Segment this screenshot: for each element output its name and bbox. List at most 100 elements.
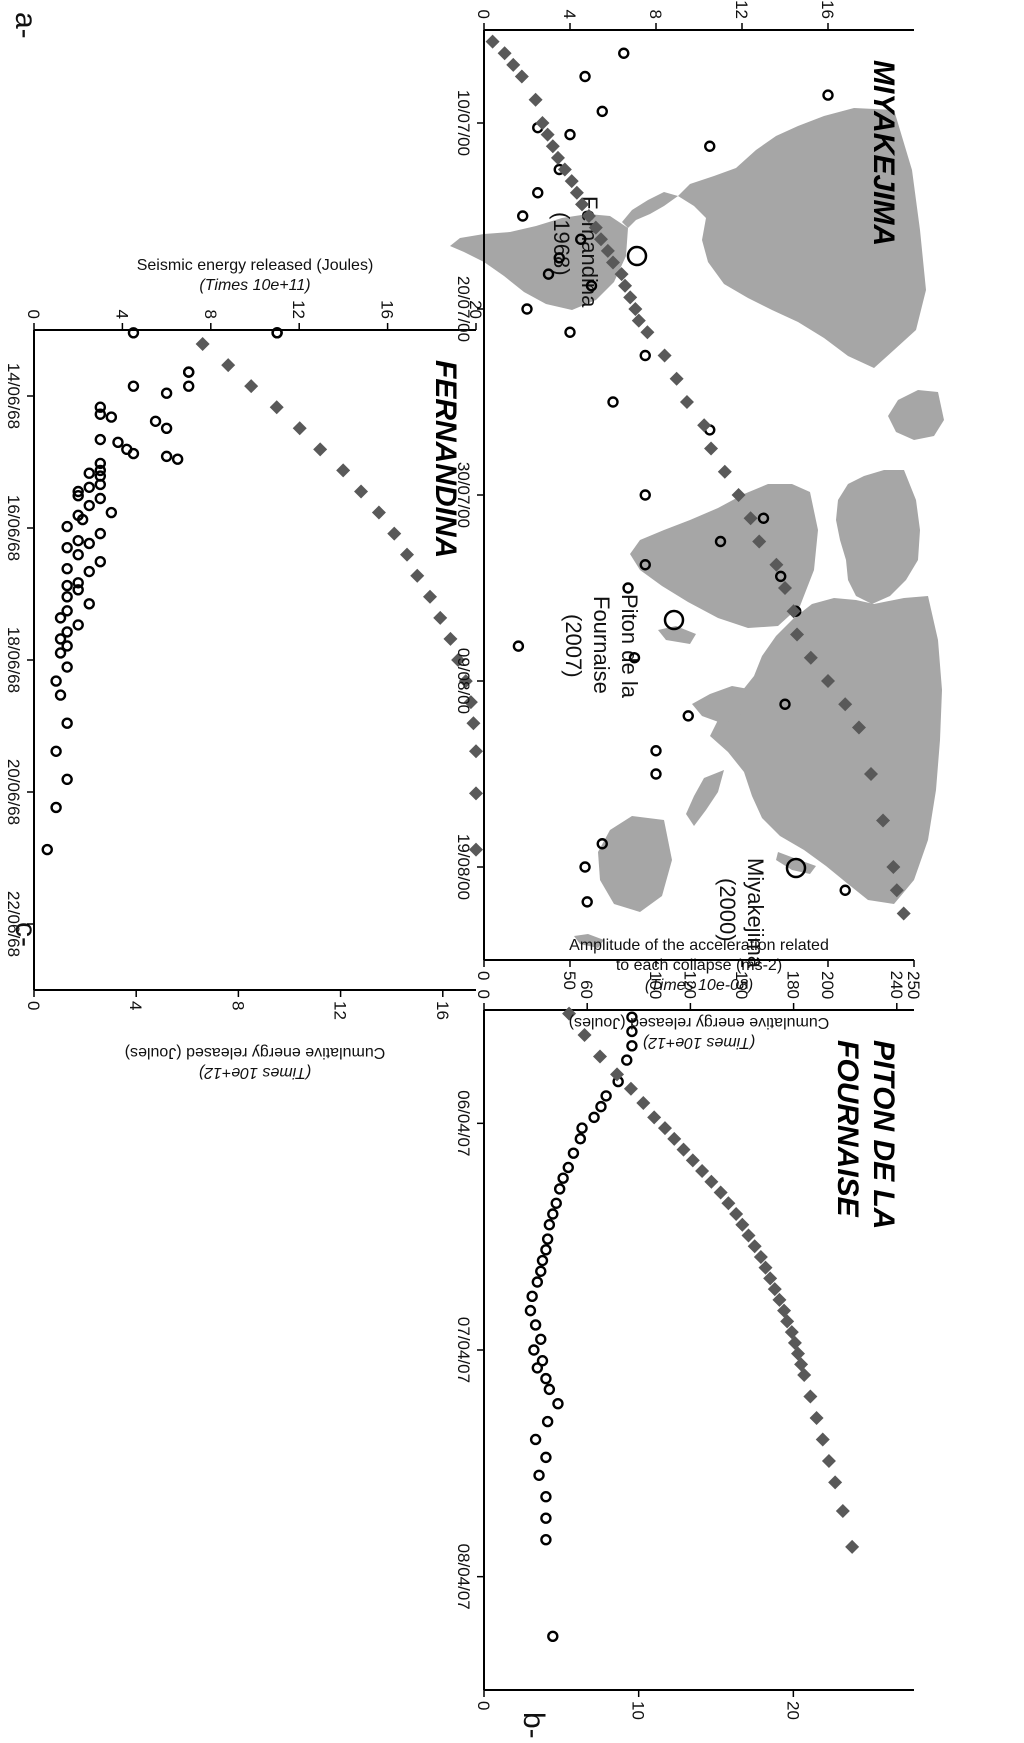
data-point-cumulative [787,1335,802,1350]
data-point-cumulative [528,92,543,107]
data-point-energy [543,1383,556,1396]
data-point-energy [540,1244,552,1256]
data-point-cumulative [588,220,603,235]
data-point-cumulative [697,418,712,433]
miyakejima-year: (2000) [715,878,740,942]
data-point-cumulative [593,1049,608,1064]
data-point-energy [626,1025,638,1038]
data-point-cumulative [741,1228,756,1243]
data-point-energy [543,1219,556,1231]
data-point-energy [557,1172,569,1184]
map-land [450,108,944,948]
data-point-energy [105,411,118,423]
piton-year: (2007) [561,614,586,678]
data-point-cumulative [695,1164,710,1179]
chart-piton-de-la-fournaise: 0 60 120 180 240 0 10 20 06/04/07 07/04/07 08/04/0… [454,937,914,1720]
data-point-energy [618,47,630,59]
data-point-cumulative [667,1131,682,1146]
data-point-cumulative [864,767,878,781]
data-point-cumulative [497,46,512,61]
chart-title: MIYAKEJIMA [867,60,900,246]
x-tick-label: 10/07/00 [454,90,473,156]
y-tick-label: 120 [680,971,699,999]
data-point-energy [553,252,565,264]
y-tick-label: 0 [474,10,493,19]
y-tick-label: 16 [818,0,837,19]
data-point-energy [54,633,67,645]
data-point-energy [83,481,95,493]
data-point-cumulative [721,1196,736,1211]
data-point-energy [94,401,106,413]
data-point-energy [567,1147,580,1159]
data-point-energy [596,105,608,118]
x-tick-label: 20/06/68 [4,759,23,825]
data-point-cumulative [657,1121,672,1136]
y2-tick-label: 8 [228,1001,247,1010]
data-point-energy [536,1254,549,1267]
north-america-land [678,108,926,368]
data-point-energy [528,1344,540,1356]
data-point-energy [50,801,62,814]
y-axis-label: to each collapse (ms-2) [616,957,782,974]
data-point-energy [541,1233,554,1245]
europe-land [836,470,920,604]
data-point-cumulative [713,1185,728,1200]
data-point-energy [61,563,73,575]
data-point-energy [50,745,62,757]
data-point-cumulative [657,348,672,363]
data-point-cumulative [562,1006,577,1021]
chart-fernandina: 0 4 8 12 16 20 0 4 8 12 16 14/06/68 16/06/68 18/06/68… [4,257,485,1081]
data-point-energy [61,579,73,592]
data-point-energy [54,612,67,624]
data-point-cumulative [647,1110,662,1125]
data-point-energy [61,605,73,617]
data-point-cumulative [628,302,643,316]
data-point-energy [839,884,851,896]
asia-land [710,596,942,904]
data-point-energy [542,268,555,280]
data-point-energy [585,280,598,292]
data-point-cumulative [371,505,386,520]
data-point-energy [588,1111,600,1124]
data-point-energy [94,527,106,540]
x-tick-label: 22/06/68 [4,891,23,957]
data-point-energy [564,128,576,141]
data-point-energy [650,768,662,780]
data-point-energy [535,1265,547,1277]
data-point-energy [61,541,73,554]
data-point-energy [536,1355,549,1367]
y-axis-label: Amplitude of the acceleration related [569,937,829,954]
data-point-cumulative [485,34,500,49]
data-point-energy [127,380,140,392]
data-point-cumulative [610,1067,625,1082]
data-point-cumulative [845,1539,860,1554]
data-point-energy [160,450,173,463]
data-point-energy [83,565,95,578]
data-point-cumulative [443,631,458,646]
data-point-energy [535,1333,547,1345]
japan-land [776,852,816,874]
data-point-cumulative [821,674,835,688]
x-tick-label: 07/04/07 [454,1317,473,1383]
data-point-cumulative [221,358,236,373]
y2-axis-label: (Times 10e+12) [199,1064,311,1081]
data-point-energy [774,570,787,583]
y2-tick-label: 0 [474,1701,493,1710]
central-america-land [622,192,678,228]
data-point-energy [553,1183,566,1195]
data-point-cumulative [400,547,415,562]
y-axis-label: (Times 10e-08) [645,977,753,994]
data-point-energy [83,537,95,550]
data-point-energy [552,1397,564,1410]
y2-axis-label: (Times 10e+12) [643,1034,755,1051]
y-axis-label: (Times 10e+11) [199,277,310,294]
y-tick-label: 20 [466,300,485,319]
data-point-energy [160,422,173,434]
panel-label-c: c- [9,922,42,947]
data-point-cumulative [640,325,655,340]
data-point-energy [105,506,118,519]
data-point-energy [540,1372,552,1385]
chart-title: FOURNAISE [831,1040,864,1218]
data-point-cumulative [704,1174,719,1189]
x-tick-label: 19/08/00 [454,834,473,900]
